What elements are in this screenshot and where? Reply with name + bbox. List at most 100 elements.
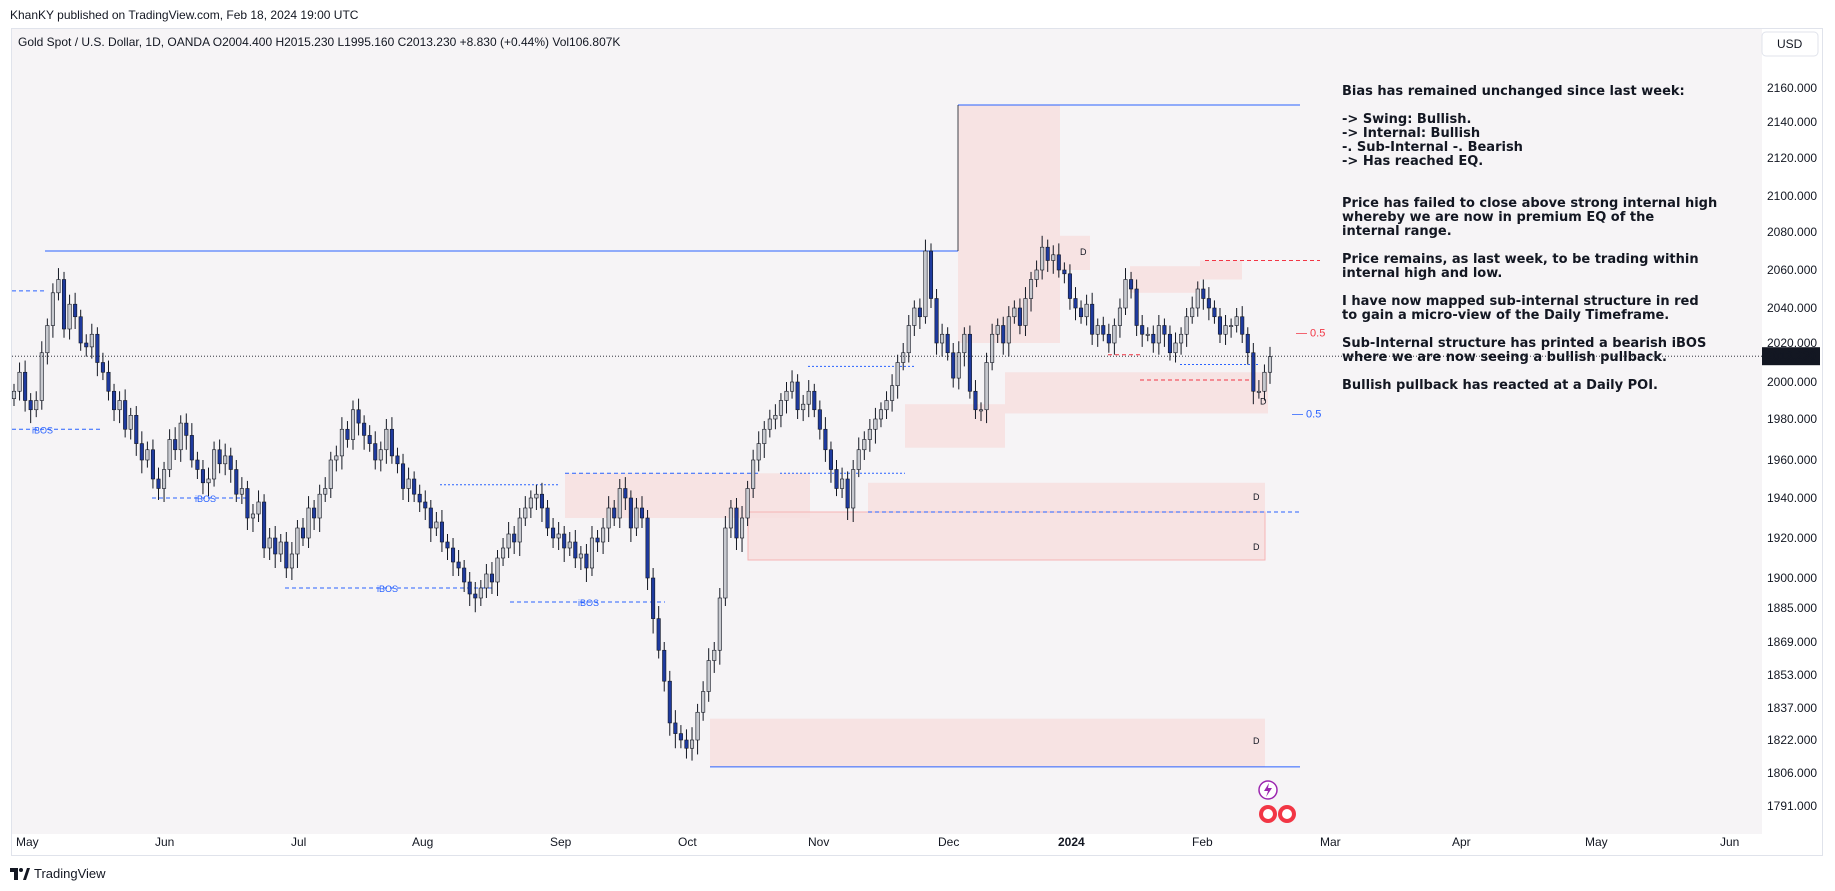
bull-candle xyxy=(1184,316,1189,335)
bear-candle xyxy=(817,409,822,430)
bear-candle xyxy=(1151,333,1156,344)
bear-candle xyxy=(1056,254,1061,271)
bear-candle xyxy=(651,577,656,619)
bull-candle xyxy=(323,488,328,495)
poi-zone xyxy=(1200,260,1242,280)
bull-candle xyxy=(1145,333,1150,336)
y-tick-label: 2120.000 xyxy=(1767,151,1817,165)
note-line: -> Internal: Bullish xyxy=(1342,126,1480,141)
y-tick-label: 2140.000 xyxy=(1767,115,1817,129)
bear-candle xyxy=(667,680,672,724)
y-tick-label: 1869.000 xyxy=(1767,635,1817,649)
bull-candle xyxy=(1051,254,1056,261)
y-tick-label: 2100.000 xyxy=(1767,189,1817,203)
lightning-bolt xyxy=(1264,783,1272,797)
bull-candle xyxy=(1195,288,1200,309)
bull-candle xyxy=(712,649,717,661)
chart-frame xyxy=(11,28,1823,856)
bull-candle xyxy=(11,390,17,399)
poi-zone xyxy=(710,718,1265,767)
bear-candle xyxy=(150,449,155,480)
bull-candle xyxy=(117,400,122,411)
bear-candle xyxy=(1073,298,1078,309)
bull-candle xyxy=(1117,307,1122,326)
bear-candle xyxy=(312,507,317,519)
bull-candle xyxy=(523,507,528,519)
bull-candle xyxy=(484,573,489,589)
bear-candle xyxy=(628,497,633,529)
bear-candle xyxy=(1212,307,1217,318)
y-tick-label: 1960.000 xyxy=(1767,453,1817,467)
bull-candle xyxy=(773,414,778,420)
bull-candle xyxy=(851,469,856,509)
bull-candle xyxy=(178,422,183,451)
note-line: internal range. xyxy=(1342,224,1452,239)
bull-candle xyxy=(962,333,967,354)
bear-candle xyxy=(456,561,461,569)
bull-candle xyxy=(895,362,900,387)
bear-candle xyxy=(639,507,645,519)
bear-candle xyxy=(100,362,105,373)
bull-candle xyxy=(306,507,311,539)
bear-candle xyxy=(673,722,678,734)
bull-candle xyxy=(334,455,339,461)
note-line: I have now mapped sub-internal structure… xyxy=(1342,294,1699,309)
bull-candle xyxy=(478,587,483,599)
bull-candle xyxy=(723,527,728,599)
bear-candle xyxy=(1067,273,1072,299)
y-tick-label: 1885.000 xyxy=(1767,601,1817,615)
bull-candle xyxy=(901,352,906,363)
last-price-badge xyxy=(1762,347,1820,366)
bear-candle xyxy=(23,371,28,401)
bull-candle xyxy=(206,478,211,484)
bull-candle xyxy=(1267,356,1273,373)
bull-candle xyxy=(556,533,561,539)
bull-candle xyxy=(995,325,1000,335)
bear-candle xyxy=(228,455,233,470)
bull-candle xyxy=(617,488,622,519)
y-tick-label: 1837.000 xyxy=(1767,701,1817,715)
x-tick-label: Nov xyxy=(808,835,829,849)
y-tick-label: 2080.000 xyxy=(1767,225,1817,239)
bull-candle xyxy=(578,553,583,559)
bear-candle xyxy=(356,409,361,424)
bear-candle xyxy=(284,541,289,569)
bear-candle xyxy=(345,428,350,440)
bull-candle xyxy=(1173,342,1178,354)
bull-candle xyxy=(884,400,889,411)
bear-candle xyxy=(412,478,417,495)
x-tick-label: Aug xyxy=(412,835,433,849)
bull-candle xyxy=(956,352,961,379)
bull-candle xyxy=(606,507,611,529)
bull-candle xyxy=(1084,303,1089,318)
bear-candle xyxy=(812,390,817,411)
y-tick-label: 1853.000 xyxy=(1767,668,1817,682)
bull-candle xyxy=(856,449,861,470)
bear-candle xyxy=(678,733,683,741)
bull-candle xyxy=(534,493,539,499)
bull-candle xyxy=(745,488,750,519)
bear-candle xyxy=(973,390,978,411)
currency-button[interactable]: USD xyxy=(1761,31,1819,57)
d-label: D xyxy=(1253,542,1260,552)
d-label: D xyxy=(1253,492,1260,502)
bear-candle xyxy=(300,527,306,539)
bear-candle xyxy=(967,333,972,392)
note-line: to gain a micro-view of the Daily Timefr… xyxy=(1342,308,1669,323)
y-tick-label: 2060.000 xyxy=(1767,263,1817,277)
bull-candle xyxy=(567,541,572,549)
bear-candle xyxy=(61,279,67,330)
bear-candle xyxy=(362,422,367,436)
note-line: Sub-Internal structure has printed a bea… xyxy=(1342,336,1706,351)
y-tick-label: 2040.000 xyxy=(1767,301,1817,315)
bull-candle xyxy=(1223,325,1228,335)
bear-candle xyxy=(662,649,667,682)
x-tick-label: Jun xyxy=(1720,835,1739,849)
bull-candle xyxy=(1029,279,1034,299)
bear-candle xyxy=(234,469,239,495)
footer: TradingView xyxy=(10,866,106,881)
bear-candle xyxy=(473,593,478,599)
y-tick-label: 1806.000 xyxy=(1767,766,1817,780)
bear-candle xyxy=(573,541,578,559)
